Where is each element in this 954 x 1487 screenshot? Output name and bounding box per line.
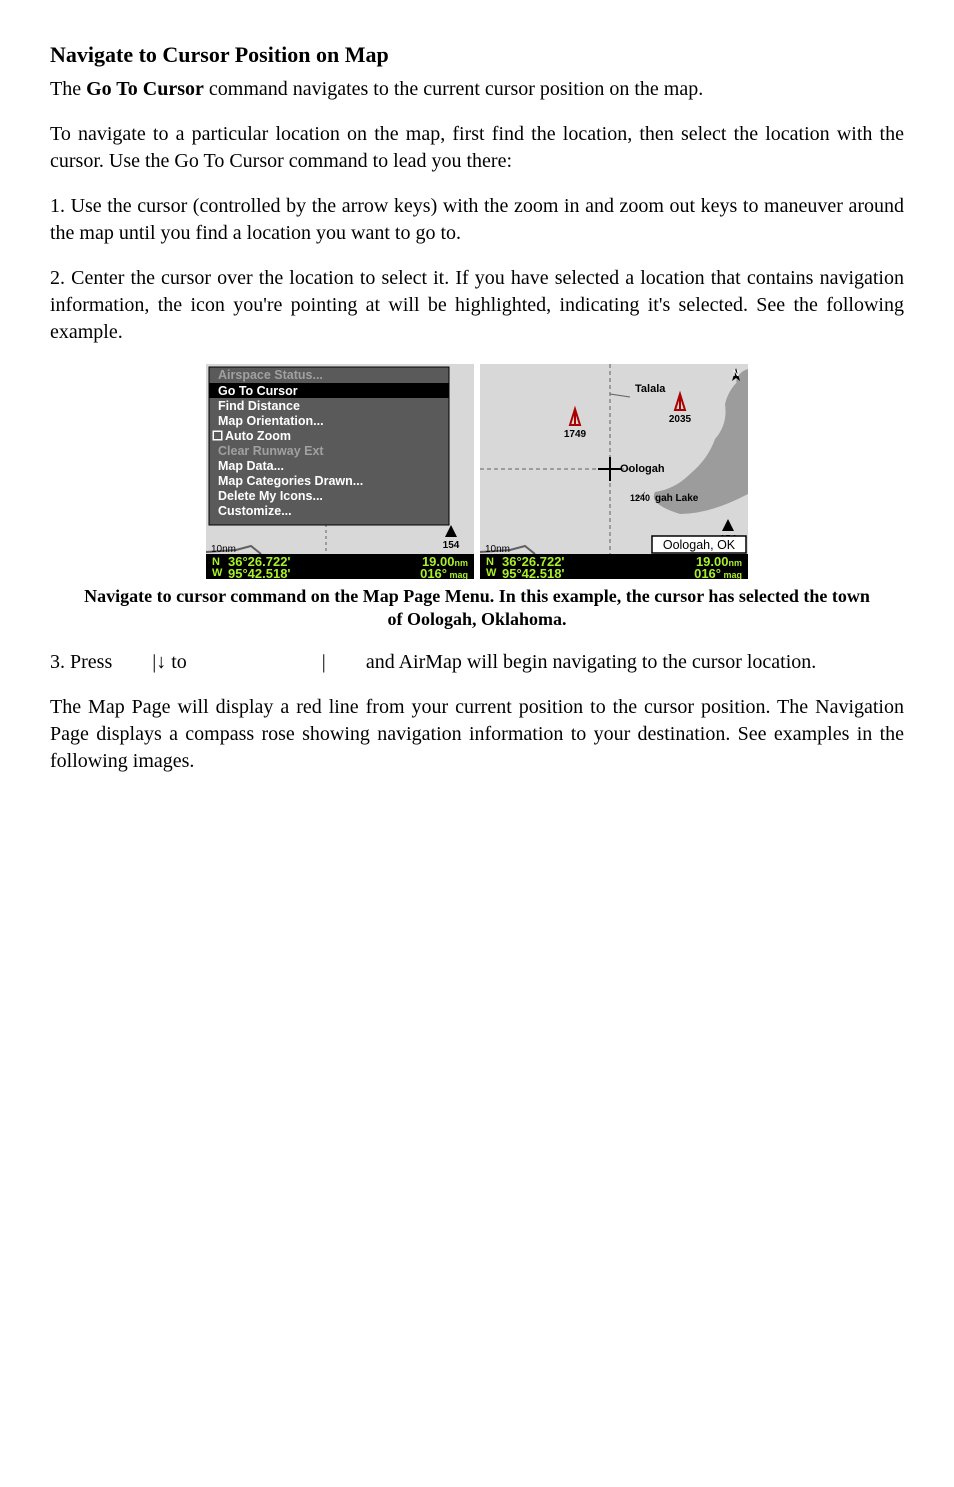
svg-text:154: 154 <box>443 540 460 551</box>
svg-text:Map Categories Drawn...: Map Categories Drawn... <box>218 474 363 488</box>
intro-bold: Go To Cursor <box>86 78 204 100</box>
svg-text:Airspace Status...: Airspace Status... <box>218 368 323 382</box>
intro-a: The <box>50 78 86 100</box>
step3-d: and AirMap will begin navigating to the … <box>361 651 816 673</box>
svg-text:1749: 1749 <box>564 429 587 440</box>
figure-row: 10nm 154 Airspace Status... Go To Cursor… <box>50 364 904 579</box>
svg-text:2035: 2035 <box>669 414 692 425</box>
svg-text:Clear Runway Ext: Clear Runway Ext <box>218 444 324 458</box>
svg-text:Map Orientation...: Map Orientation... <box>218 414 324 428</box>
svg-text:95°42.518': 95°42.518' <box>228 566 291 579</box>
step-2: 2. Center the cursor over the location t… <box>50 265 904 346</box>
svg-text:Auto Zoom: Auto Zoom <box>225 429 291 443</box>
svg-text:W: W <box>212 567 223 579</box>
svg-text:Talala: Talala <box>635 383 666 395</box>
svg-text:gah Lake: gah Lake <box>655 493 699 504</box>
page-heading: Navigate to Cursor Position on Map <box>50 40 904 70</box>
para-2: To navigate to a particular location on … <box>50 121 904 175</box>
step-1: 1. Use the cursor (controlled by the arr… <box>50 193 904 247</box>
svg-text:Delete My Icons...: Delete My Icons... <box>218 489 323 503</box>
svg-text:W: W <box>486 567 497 579</box>
svg-text:Oologah, OK: Oologah, OK <box>663 538 736 552</box>
figure-left: 10nm 154 Airspace Status... Go To Cursor… <box>206 364 474 579</box>
svg-text:1240: 1240 <box>630 493 650 503</box>
step3-c: | <box>322 651 326 673</box>
step3-b: |↓ to <box>152 651 192 673</box>
svg-text:Oologah: Oologah <box>620 463 665 475</box>
svg-text:95°42.518': 95°42.518' <box>502 566 565 579</box>
intro-paragraph: The Go To Cursor command navigates to th… <box>50 76 904 103</box>
figure-caption: Navigate to cursor command on the Map Pa… <box>80 585 874 632</box>
svg-text:Find Distance: Find Distance <box>218 399 300 413</box>
figure-right: N 1749 2035 Talala Oologah gah Lake 1240 <box>480 364 748 579</box>
para-final: The Map Page will display a red line fro… <box>50 694 904 775</box>
step-3: 3. Press |↓ to | and AirMap will begin n… <box>50 649 904 676</box>
intro-b: command navigates to the current cursor … <box>204 78 703 100</box>
step3-a: 3. Press <box>50 651 117 673</box>
svg-text:N: N <box>733 369 739 378</box>
svg-text:Customize...: Customize... <box>218 504 292 518</box>
svg-text:Map Data...: Map Data... <box>218 459 284 473</box>
svg-text:Go To Cursor: Go To Cursor <box>218 384 298 398</box>
